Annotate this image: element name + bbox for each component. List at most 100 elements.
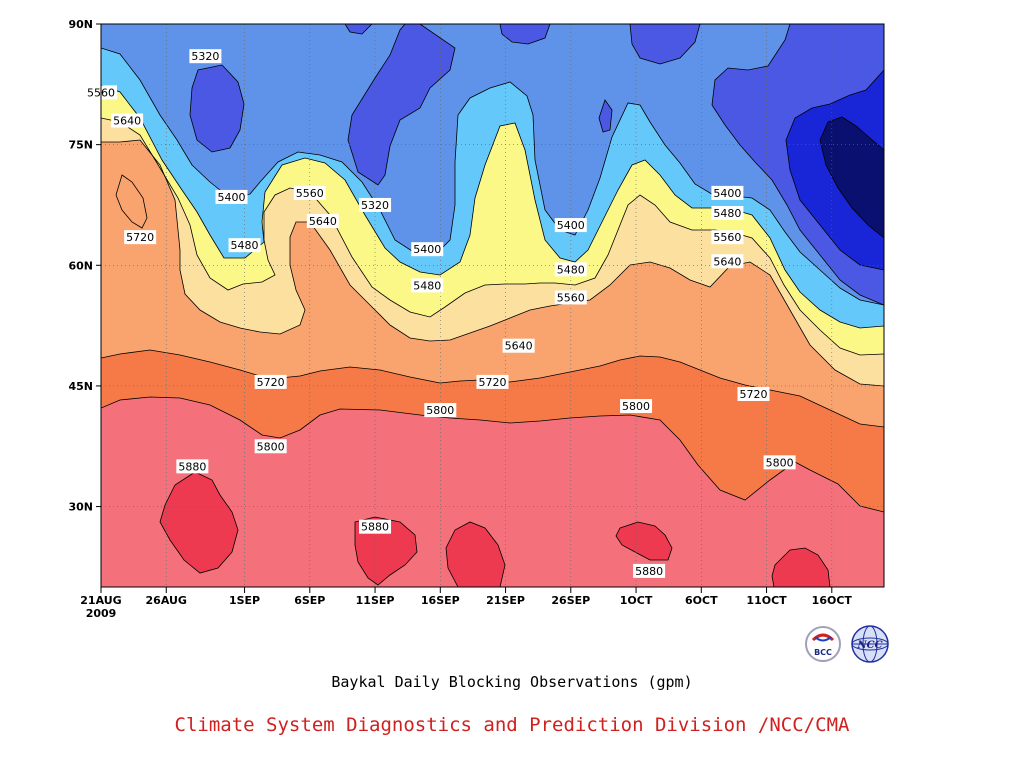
contour-label: 5320: [189, 49, 222, 64]
contour-label-bg: [711, 254, 744, 269]
contour-label-bg: [711, 206, 744, 221]
contour-label-bg: [554, 290, 587, 305]
contour-label-text: 5560: [296, 187, 324, 200]
contour-label: 5720: [476, 374, 509, 389]
contour-label-text: 5560: [713, 231, 741, 244]
contour-label-text: 5400: [557, 219, 585, 232]
contour-label-bg: [763, 455, 796, 470]
contour-label: 5640: [711, 254, 744, 269]
contour-label: 5640: [502, 338, 535, 353]
band-ge-5880-max-b: [355, 517, 417, 585]
contour-label-bg: [411, 242, 444, 257]
contour-label-text: 5640: [113, 115, 141, 128]
band-5320-5400: [101, 24, 884, 305]
core-deepest: [820, 117, 884, 238]
contour-label-bg: [620, 399, 653, 414]
contour-label: 5800: [254, 439, 287, 454]
band-le-5320-region-d: [500, 24, 550, 44]
contour-label: 5800: [620, 399, 653, 414]
contour-label: 5480: [228, 238, 261, 253]
x-tick-label: 1SEP: [229, 594, 260, 607]
plot-area: [101, 24, 884, 587]
contour-label-text: 5400: [413, 243, 441, 256]
contour-label: 5880: [176, 459, 209, 474]
contour-label-text: 5320: [361, 199, 389, 212]
contour-label-text: 5480: [231, 239, 259, 252]
contour-label-bg: [554, 262, 587, 277]
contour-label-bg: [111, 113, 144, 128]
contour-label-bg: [359, 197, 392, 212]
contour-label-text: 5720: [126, 231, 154, 244]
contour-label: 5480: [711, 206, 744, 221]
band-le-5320-region-f: [345, 24, 372, 34]
contour-label-bg: [124, 230, 157, 245]
bcc-logo-icon: BCC: [805, 626, 841, 662]
contour-label-text: 5480: [557, 263, 585, 276]
band-le-5320-region-e: [630, 24, 700, 64]
contour-label: 5560: [293, 185, 326, 200]
x-tick-label: 21AUG: [80, 594, 121, 607]
band-ge-5880-max-c: [446, 522, 505, 587]
contour-label-text: 5800: [257, 440, 285, 453]
contour-label: 5880: [633, 563, 666, 578]
contour-label-text: 5880: [178, 460, 206, 473]
contour-label-text: 5720: [479, 376, 507, 389]
contour-labels: 5320 5560 5640 5720 5400 5480 5560 5640 5320 5400…: [85, 49, 796, 578]
plot-frame: [100, 23, 885, 588]
contour-label: 5720: [737, 386, 770, 401]
contour-label-bg: [215, 189, 248, 204]
y-tick-label: 45N: [68, 380, 93, 393]
contour-label: 5560: [554, 290, 587, 305]
contour-label-text: 5320: [191, 50, 219, 63]
x-year-label: 2009: [86, 607, 117, 620]
x-tick-label: 16SEP: [421, 594, 460, 607]
contour-label: 5400: [554, 218, 587, 233]
contour-label: 5720: [254, 374, 287, 389]
chart: 5320 5560 5640 5720 5400 5480 5560 5640 5320 5400…: [68, 18, 885, 620]
x-tick-label: 11SEP: [356, 594, 395, 607]
y-tick-label: 30N: [68, 501, 93, 514]
contour-label: 5400: [215, 189, 248, 204]
credit-line: Climate System Diagnostics and Predictio…: [174, 714, 850, 736]
contour-label: 5880: [359, 519, 392, 534]
band-ge-5880-max-a: [160, 472, 238, 573]
contour-label-bg: [306, 214, 339, 229]
bcc-logo-text: BCC: [814, 648, 832, 657]
contour-label-text: 5480: [713, 207, 741, 220]
contour-label-text: 5480: [413, 279, 441, 292]
contour-label: 5480: [554, 262, 587, 277]
y-tick-label: 60N: [68, 259, 93, 272]
x-tick-label: 1OCT: [620, 594, 653, 607]
contour-label-bg: [189, 49, 222, 64]
contour-label: 5400: [711, 185, 744, 200]
contour-label-bg: [476, 374, 509, 389]
contour-label-bg: [633, 563, 666, 578]
band-ge-5880-max-e: [772, 548, 830, 587]
ncc-logo-text: NCC: [856, 640, 882, 651]
band-le-5320-region-g: [599, 100, 612, 132]
contour-label: 5480: [411, 278, 444, 293]
band-ge-5880-max-d: [616, 522, 672, 560]
grid-lines: [101, 24, 884, 587]
contour-label: 5800: [763, 455, 796, 470]
band-le-5320-region-c: [190, 65, 244, 152]
contour-label-text: 5640: [713, 255, 741, 268]
contour-label-text: 5800: [622, 400, 650, 413]
contour-label-bg: [711, 230, 744, 245]
contour-label-bg: [254, 374, 287, 389]
logos: BCC NCC: [803, 624, 895, 664]
contour-label-bg: [359, 519, 392, 534]
contour-label-bg: [502, 338, 535, 353]
contour-label-text: 5720: [257, 376, 285, 389]
contour-label-text: 5880: [361, 521, 389, 534]
contour-label: 5320: [359, 197, 392, 212]
contour-label-bg: [254, 439, 287, 454]
contour-label-text: 5400: [218, 191, 246, 204]
contour-label-bg: [424, 403, 457, 418]
contour-label: 5400: [411, 242, 444, 257]
contour-label-bg: [176, 459, 209, 474]
x-tick-label: 16OCT: [812, 594, 853, 607]
contour-label-text: 5640: [505, 340, 533, 353]
contour-label: 5800: [424, 403, 457, 418]
contour-label-bg: [711, 185, 744, 200]
